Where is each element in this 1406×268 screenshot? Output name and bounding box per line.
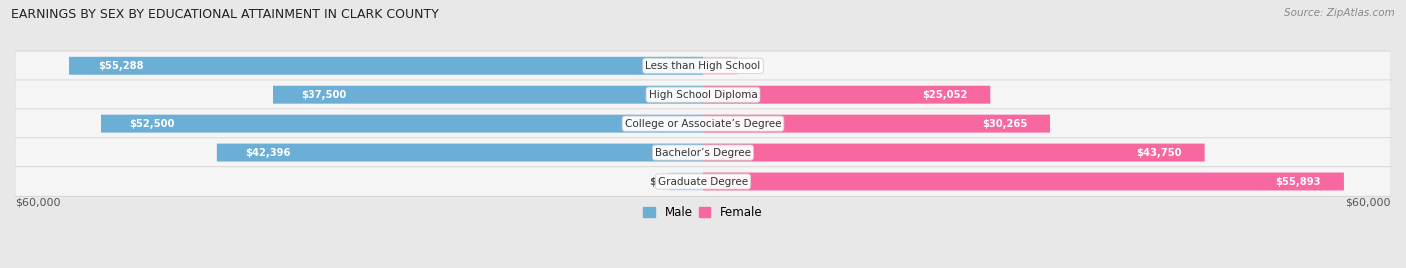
Text: EARNINGS BY SEX BY EDUCATIONAL ATTAINMENT IN CLARK COUNTY: EARNINGS BY SEX BY EDUCATIONAL ATTAINMEN… — [11, 8, 439, 21]
FancyBboxPatch shape — [15, 51, 1391, 80]
FancyBboxPatch shape — [669, 173, 703, 191]
FancyBboxPatch shape — [703, 173, 1344, 191]
Text: $43,750: $43,750 — [1136, 148, 1181, 158]
Text: $55,288: $55,288 — [97, 61, 143, 71]
Text: $0: $0 — [744, 61, 756, 71]
Text: College or Associate’s Degree: College or Associate’s Degree — [624, 119, 782, 129]
FancyBboxPatch shape — [217, 144, 703, 162]
FancyBboxPatch shape — [15, 167, 1391, 196]
FancyBboxPatch shape — [15, 138, 1391, 167]
FancyBboxPatch shape — [703, 57, 737, 75]
FancyBboxPatch shape — [15, 109, 1391, 138]
FancyBboxPatch shape — [15, 80, 1391, 109]
Text: $60,000: $60,000 — [15, 197, 60, 207]
Text: $25,052: $25,052 — [922, 90, 967, 100]
Text: $60,000: $60,000 — [1346, 197, 1391, 207]
Text: $52,500: $52,500 — [129, 119, 174, 129]
FancyBboxPatch shape — [273, 86, 703, 104]
Text: Source: ZipAtlas.com: Source: ZipAtlas.com — [1284, 8, 1395, 18]
FancyBboxPatch shape — [703, 144, 1205, 162]
FancyBboxPatch shape — [101, 115, 703, 133]
Text: $42,396: $42,396 — [246, 148, 291, 158]
FancyBboxPatch shape — [703, 86, 990, 104]
Text: Graduate Degree: Graduate Degree — [658, 177, 748, 187]
Text: $30,265: $30,265 — [981, 119, 1028, 129]
FancyBboxPatch shape — [69, 57, 703, 75]
Text: $0: $0 — [650, 177, 662, 187]
Text: Bachelor’s Degree: Bachelor’s Degree — [655, 148, 751, 158]
Legend: Male, Female: Male, Female — [638, 202, 768, 224]
Text: High School Diploma: High School Diploma — [648, 90, 758, 100]
Text: $37,500: $37,500 — [302, 90, 347, 100]
Text: $55,893: $55,893 — [1275, 177, 1322, 187]
FancyBboxPatch shape — [703, 115, 1050, 133]
Text: Less than High School: Less than High School — [645, 61, 761, 71]
